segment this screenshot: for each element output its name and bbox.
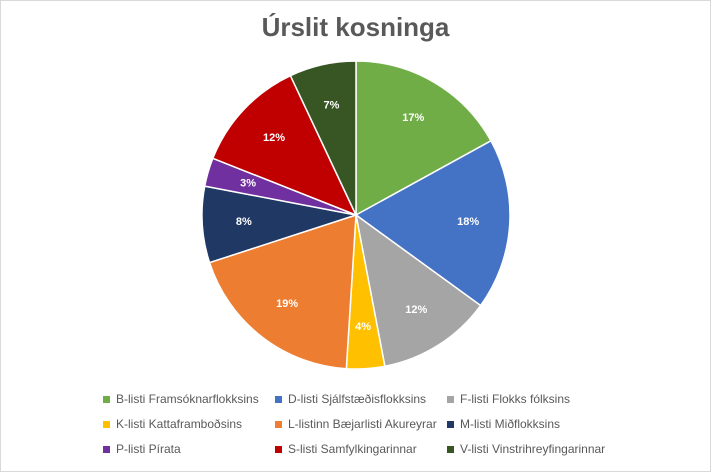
- pie-slice-f-listi-flokks-folksins: [354, 213, 482, 368]
- legend-item-v-listi-vinstrihreyfingarinnar: V-listi Vinstrihreyfingarinnar: [447, 440, 619, 458]
- legend-item-f-listi-flokks-folksins: F-listi Flokks fólksins: [447, 390, 619, 408]
- data-label-s-listi-samfylkingarinnar: 12%: [263, 132, 285, 144]
- legend-swatch: [275, 395, 282, 403]
- legend-swatch: [103, 395, 110, 403]
- legend-label: B-listi Framsóknarflokksins: [116, 392, 259, 406]
- legend-swatch: [275, 445, 282, 453]
- pie-slice-l-listinn-b-jarlisti-akureyrar: [208, 213, 357, 370]
- pie-slice-b-listi-framsoknarflokksins: [355, 60, 492, 217]
- legend: B-listi Framsóknarflokksins D-listi Sjálf…: [103, 390, 623, 458]
- legend-item-l-listinn-b-jarlisti-akureyrar: L-listinn Bæjarlisti Akureyrar: [275, 415, 447, 433]
- data-label-l-listinn-b-jarlisti-akureyrar: 19%: [276, 298, 298, 310]
- legend-swatch: [447, 420, 454, 428]
- legend-item-p-listi-pirata: P-listi Pírata: [103, 440, 275, 458]
- legend-item-s-listi-samfylkingarinnar: S-listi Samfylkingarinnar: [275, 440, 447, 458]
- legend-label: F-listi Flokks fólksins: [460, 392, 571, 406]
- legend-label: D-listi Sjálfstæðisflokksins: [288, 392, 427, 406]
- legend-item-b-listi-framsoknarflokksins: B-listi Framsóknarflokksins: [103, 390, 275, 408]
- data-label-b-listi-framsoknarflokksins: 17%: [402, 112, 424, 124]
- legend-label: L-listinn Bæjarlisti Akureyrar: [288, 417, 437, 431]
- pie-slice-d-listi-sjalfst-isflokksins: [354, 139, 511, 307]
- legend-swatch: [447, 395, 454, 403]
- legend-label: S-listi Samfylkingarinnar: [288, 442, 417, 456]
- legend-swatch: [447, 445, 454, 453]
- legend-label: V-listi Vinstrihreyfingarinnar: [460, 442, 606, 456]
- legend-item-m-listi-mi-flokksins: M-listi Miðflokksins: [447, 415, 619, 433]
- legend-swatch: [103, 445, 110, 453]
- pie-slice-s-listi-samfylkingarinnar: [211, 74, 358, 217]
- legend-swatch: [275, 420, 282, 428]
- legend-label: P-listi Pírata: [116, 442, 181, 456]
- legend-label: M-listi Miðflokksins: [460, 417, 561, 431]
- data-label-f-listi-flokks-folksins: 12%: [405, 304, 427, 316]
- data-label-m-listi-mi-flokksins: 8%: [236, 216, 252, 228]
- chart-title: Úrslit kosninga: [261, 12, 450, 42]
- legend-item-d-listi-sjalfst-isflokksins: D-listi Sjálfstæðisflokksins: [275, 390, 447, 408]
- data-label-v-listi-vinstrihreyfingarinnar: 7%: [324, 99, 340, 111]
- pie-slice-v-listi-vinstrihreyfingarinnar: [289, 60, 357, 216]
- legend-swatch: [103, 420, 110, 428]
- legend-item-k-listi-kattaframbo-sins: K-listi Kattaframboðsins: [103, 415, 275, 433]
- data-label-d-listi-sjalfst-isflokksins: 18%: [457, 216, 479, 228]
- legend-label: K-listi Kattaframboðsins: [116, 417, 243, 431]
- data-label-p-listi-pirata: 3%: [240, 178, 256, 190]
- data-label-k-listi-kattaframbo-sins: 4%: [355, 321, 371, 333]
